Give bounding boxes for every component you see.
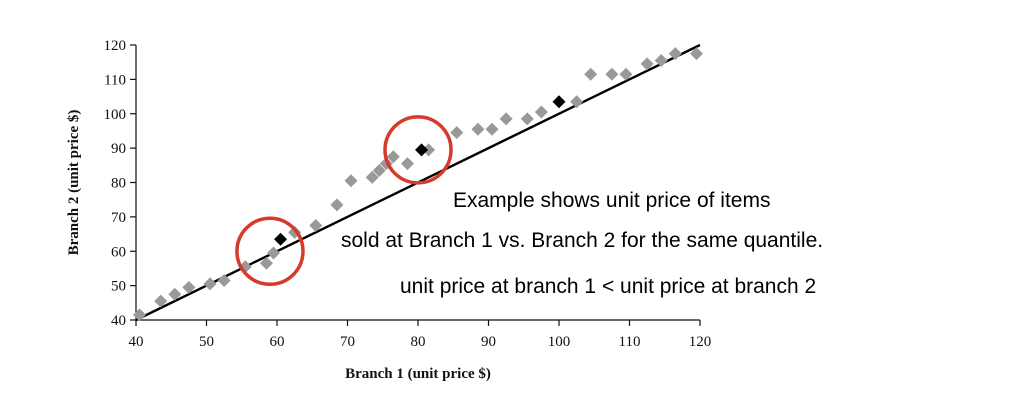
highlighted-point [274, 232, 288, 246]
data-point [570, 95, 584, 109]
x-tick-label: 120 [689, 334, 712, 350]
data-point [217, 273, 231, 287]
data-point [471, 122, 485, 136]
y-tick-label: 50 [111, 279, 126, 295]
y-tick-label: 120 [104, 38, 127, 54]
x-tick-label: 100 [548, 334, 571, 350]
y-tick-label: 110 [104, 72, 126, 88]
x-axis-title: Branch 1 (unit price $) [345, 366, 491, 382]
data-point [485, 122, 499, 136]
highlight-circle [235, 216, 305, 286]
y-tick-label: 60 [111, 244, 126, 260]
x-tick-label: 60 [270, 334, 285, 350]
y-axis-title: Branch 2 (unit price $) [66, 110, 82, 256]
data-point [182, 280, 196, 294]
highlight-circles [235, 115, 453, 286]
data-point [365, 170, 379, 184]
data-point [654, 53, 668, 67]
y-tick-label: 70 [111, 210, 126, 226]
y-tick-label: 100 [104, 107, 127, 123]
data-point [668, 47, 682, 61]
x-tick-label: 70 [340, 334, 355, 350]
highlighted-point [552, 95, 566, 109]
y-tick-label: 90 [111, 141, 126, 157]
data-point [584, 67, 598, 81]
annotation-line-2: sold at Branch 1 vs. Branch 2 for the sa… [341, 229, 824, 252]
x-tick-label: 110 [619, 334, 641, 350]
y-tick-label: 40 [111, 313, 126, 329]
data-point [605, 67, 619, 81]
data-point [386, 150, 400, 164]
x-tick-label: 50 [199, 334, 214, 350]
data-points [133, 47, 703, 322]
data-point [499, 112, 513, 126]
highlight-circle [383, 115, 453, 185]
data-point [259, 256, 273, 270]
data-point [203, 277, 217, 291]
x-tick-label: 40 [129, 334, 144, 350]
data-point [520, 112, 534, 126]
data-point [330, 198, 344, 212]
data-point [154, 294, 168, 308]
y-tick-label: 80 [111, 176, 126, 192]
axes: 40 50 60 70 80 90 100 110 120 40 50 60 70 80 90 100 110 1… [104, 38, 712, 350]
data-point [619, 67, 633, 81]
data-point [640, 57, 654, 71]
data-point [689, 47, 703, 61]
x-tick-label: 90 [481, 334, 496, 350]
highlighted-point [415, 143, 429, 157]
annotation-line-3: unit price at branch 1 < unit price at b… [400, 275, 817, 298]
data-point [400, 157, 414, 171]
data-point [168, 287, 182, 301]
data-point [372, 163, 386, 177]
x-tick-label: 80 [411, 334, 426, 350]
annotation-line-1: Example shows unit price of items [453, 189, 771, 212]
data-point [266, 246, 280, 260]
data-point [422, 143, 436, 157]
data-point [344, 174, 358, 188]
data-point [309, 218, 323, 232]
data-point [133, 308, 147, 322]
data-point [450, 126, 464, 140]
data-point [534, 105, 548, 119]
